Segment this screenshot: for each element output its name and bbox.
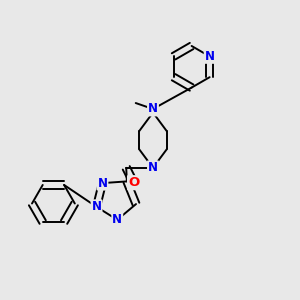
Text: N: N — [112, 213, 122, 226]
Text: N: N — [92, 200, 101, 213]
Text: N: N — [98, 177, 107, 190]
Text: N: N — [205, 50, 214, 63]
Text: N: N — [148, 161, 158, 174]
Text: O: O — [128, 176, 139, 189]
Text: N: N — [148, 103, 158, 116]
